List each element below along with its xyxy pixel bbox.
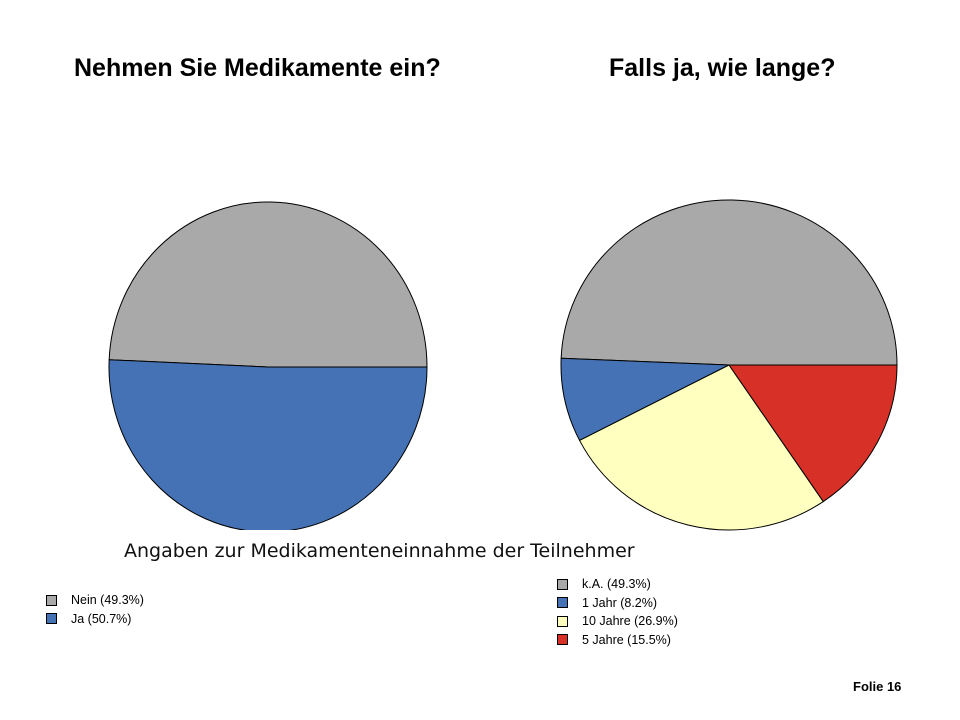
legend-item: Ja (50.7%) (46, 610, 144, 629)
legend-item: 5 Jahre (15.5%) (557, 631, 678, 650)
legend-label: 10 Jahre (26.9%) (582, 614, 678, 629)
pie-slice (108, 359, 428, 530)
legend-swatch (557, 615, 568, 627)
chart-caption: Angaben zur Medikamenteneinnahme der Tei… (124, 540, 635, 562)
pie-chart-medication (108, 201, 428, 530)
chart-title-duration: Falls ja, wie lange? (609, 54, 836, 82)
legend-item: Nein (49.3%) (46, 591, 144, 610)
pie-chart-duration (560, 199, 898, 531)
legend-swatch (46, 613, 57, 625)
legend-medication: Nein (49.3%) Ja (50.7%) (46, 591, 144, 628)
legend-item: 10 Jahre (26.9%) (557, 612, 678, 631)
legend-label: 5 Jahre (15.5%) (582, 632, 671, 647)
pie-slice (560, 357, 730, 441)
legend-swatch (46, 594, 57, 606)
pie-slice (728, 364, 898, 503)
legend-duration: k.A. (49.3%) 1 Jahr (8.2%) 10 Jahre (26.9%… (557, 575, 678, 649)
legend-item: k.A. (49.3%) (557, 575, 678, 594)
slide-number: Folie 16 (853, 679, 902, 694)
legend-swatch (557, 597, 568, 609)
legend-swatch (557, 578, 568, 590)
pie-slice (560, 199, 898, 366)
legend-label: Ja (50.7%) (71, 611, 132, 626)
legend-item: 1 Jahr (8.2%) (557, 594, 678, 613)
legend-swatch (557, 634, 568, 646)
pie-slice (579, 364, 824, 531)
legend-label: k.A. (49.3%) (582, 577, 651, 592)
chart-title-medication: Nehmen Sie Medikamente ein? (74, 54, 441, 82)
pie-slice (108, 201, 428, 368)
legend-label: Nein (49.3%) (71, 593, 144, 608)
legend-label: 1 Jahr (8.2%) (582, 595, 658, 610)
